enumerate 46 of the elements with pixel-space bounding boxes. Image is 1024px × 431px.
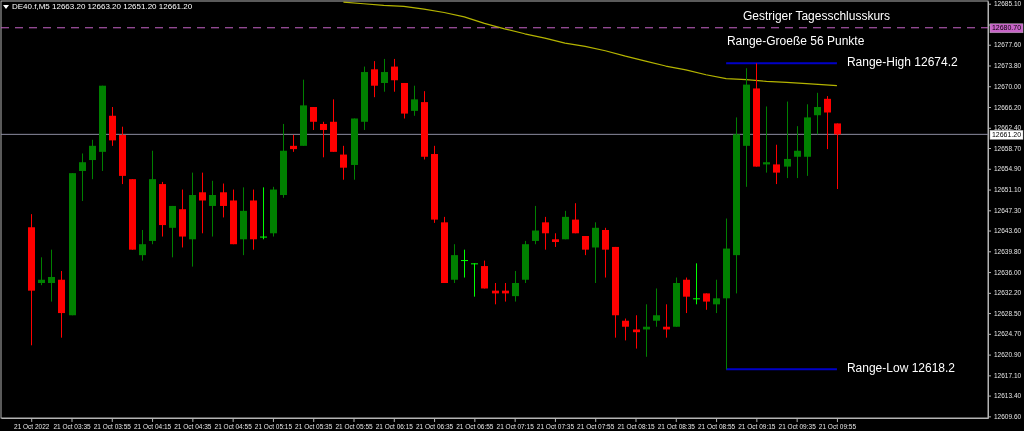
candlestick bbox=[48, 249, 55, 303]
candlestick bbox=[461, 249, 468, 279]
candlestick bbox=[693, 262, 700, 305]
candlestick bbox=[834, 122, 841, 190]
candlestick bbox=[562, 210, 569, 240]
candlestick bbox=[773, 144, 780, 185]
candlestick bbox=[38, 256, 45, 286]
candlestick bbox=[784, 101, 791, 179]
candlestick bbox=[139, 229, 146, 262]
candlestick bbox=[199, 172, 206, 234]
candlestick bbox=[169, 205, 176, 258]
candlestick bbox=[763, 105, 770, 174]
candlestick bbox=[542, 216, 549, 251]
annotation: Range-High 12674.2 bbox=[846, 55, 958, 70]
candlestick bbox=[602, 227, 609, 279]
candlestick bbox=[260, 186, 267, 240]
candlestick bbox=[683, 277, 690, 314]
candlestick bbox=[391, 58, 398, 93]
chart-title: DE40.f,M5 12663.20 12663.20 12651.20 12661.20 bbox=[12, 2, 193, 11]
candlestick bbox=[411, 85, 418, 117]
candlestick bbox=[532, 205, 539, 245]
candlestick bbox=[220, 183, 227, 218]
candlestick bbox=[572, 202, 579, 234]
candlestick bbox=[340, 145, 347, 181]
annotation: Range-Groeße 56 Punkte bbox=[726, 34, 865, 49]
candlestick bbox=[381, 58, 388, 93]
candlestick bbox=[653, 287, 660, 328]
candlestick bbox=[814, 92, 821, 135]
candlestick bbox=[310, 106, 317, 131]
candlestick bbox=[794, 125, 801, 179]
candlestick bbox=[320, 121, 327, 158]
candlestick bbox=[481, 260, 488, 289]
annotation: Range-Low 12618.2 bbox=[846, 361, 956, 376]
candlestick bbox=[824, 95, 831, 150]
candlestick bbox=[89, 139, 96, 180]
candlestick bbox=[512, 270, 519, 303]
candlestick bbox=[582, 235, 589, 256]
candlestick bbox=[371, 60, 378, 98]
candlestick bbox=[592, 221, 599, 284]
candlestick bbox=[471, 262, 478, 298]
candlestick bbox=[79, 152, 86, 202]
candlestick bbox=[622, 318, 629, 341]
candlestick bbox=[633, 314, 640, 350]
candlestick bbox=[713, 279, 720, 314]
candlestick bbox=[209, 180, 216, 238]
annotation: Gestriger Tagesschlusskurs bbox=[742, 9, 891, 24]
